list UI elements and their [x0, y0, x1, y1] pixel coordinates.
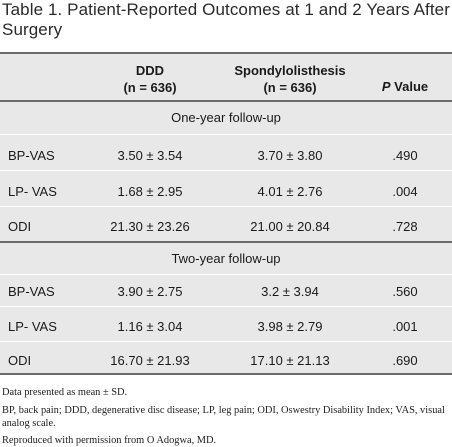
- header-bottom-rule: [0, 100, 452, 102]
- row-label-odi-1: ODI: [8, 219, 32, 234]
- row-label-bp-vas-1: BP-VAS: [8, 148, 55, 163]
- note-data-presented: Data presented as mean ± SD.: [2, 387, 128, 398]
- column-header-ddd: DDD (n = 636): [85, 62, 215, 96]
- row-rule: [0, 341, 452, 342]
- cell-ddd: 21.30 ± 23.26: [110, 219, 190, 234]
- section-heading-one-year: One-year follow-up: [171, 110, 281, 125]
- row-rule: [0, 206, 452, 207]
- row-rule: [0, 170, 452, 171]
- table-number: Table 1.: [2, 0, 63, 19]
- column-header-spondy-name: Spondylolisthesis: [234, 63, 346, 78]
- cell-ddd: 3.90 ± 2.75: [117, 284, 183, 299]
- cell-p: .690: [392, 353, 418, 368]
- cell-p: .001: [392, 319, 418, 334]
- column-header-ddd-name: DDD: [135, 63, 165, 78]
- cell-ddd: 3.50 ± 3.54: [117, 148, 183, 163]
- section-heading-two-year: Two-year follow-up: [171, 251, 281, 266]
- p-italic: P: [381, 79, 391, 94]
- cell-p: .490: [392, 148, 418, 163]
- cell-ddd: 1.16 ± 3.04: [117, 319, 183, 334]
- cell-p: .004: [392, 184, 418, 199]
- cell-spondy: 3.98 ± 2.79: [257, 319, 323, 334]
- column-header-p-value: P Value: [365, 78, 445, 95]
- cell-spondy: 3.2 ± 3.94: [261, 284, 319, 299]
- row-label-lp-vas-1: LP- VAS: [8, 184, 57, 199]
- row-label-odi-2: ODI: [8, 353, 32, 368]
- table-caption: Patient-Reported Outcomes at 1 and 2 Yea…: [2, 0, 450, 39]
- row-label-lp-vas-2: LP- VAS: [8, 319, 57, 334]
- section-separator-rule: [0, 241, 452, 243]
- cell-spondy: 21.00 ± 20.84: [250, 219, 330, 234]
- section-rule: [0, 134, 452, 135]
- row-label-bp-vas-2: BP-VAS: [8, 284, 55, 299]
- cell-p: .728: [392, 219, 418, 234]
- table-title: Table 1. Patient-Reported Outcomes at 1 …: [2, 0, 450, 40]
- p-rest: Value: [390, 79, 429, 94]
- column-header-spondy-n: (n = 636): [263, 80, 317, 95]
- section-rule: [0, 274, 452, 275]
- row-rule: [0, 306, 452, 307]
- table-top-rule: [0, 52, 452, 54]
- cell-spondy: 4.01 ± 2.76: [257, 184, 323, 199]
- column-header-spondylolisthesis: Spondylolisthesis (n = 636): [225, 62, 355, 96]
- table-bottom-rule: [0, 373, 452, 375]
- cell-ddd: 1.68 ± 2.95: [117, 184, 183, 199]
- note-permission: Reproduced with permission from O Adogwa…: [2, 435, 217, 446]
- cell-ddd: 16.70 ± 21.93: [110, 353, 190, 368]
- note-abbreviations: BP, back pain; DDD, degenerative disc di…: [2, 405, 445, 429]
- cell-p: .560: [392, 284, 418, 299]
- cell-spondy: 17.10 ± 21.13: [250, 353, 330, 368]
- outcomes-table: DDD (n = 636) Spondylolisthesis (n = 636…: [0, 52, 452, 375]
- cell-spondy: 3.70 ± 3.80: [257, 148, 323, 163]
- column-header-ddd-n: (n = 636): [123, 80, 177, 95]
